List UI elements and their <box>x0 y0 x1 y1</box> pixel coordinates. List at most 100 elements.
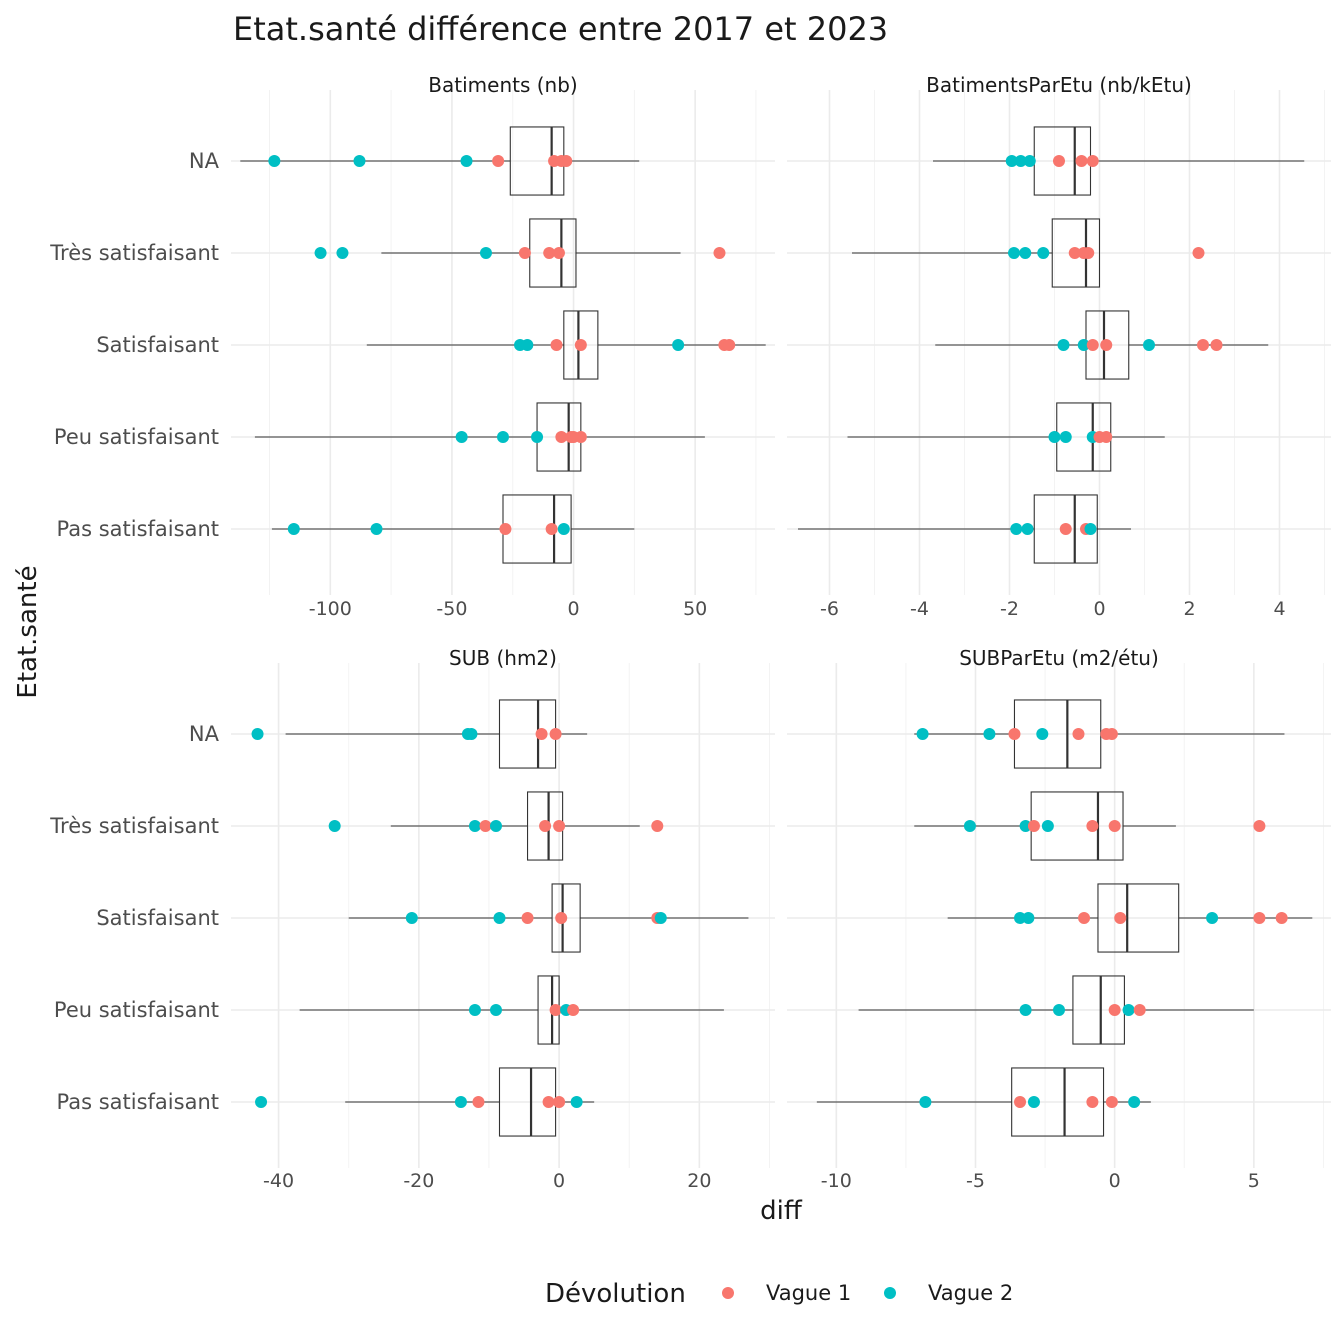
panel-title: SUBParEtu (m2/étu) <box>959 646 1159 670</box>
data-point-vague-2 <box>336 247 349 259</box>
x-tick-label: 2 <box>1183 598 1195 620</box>
data-point-vague-1 <box>549 1004 562 1016</box>
data-point-vague-2 <box>919 1096 932 1108</box>
panel-batiments-nb: -100 -50 0 50 NA Très satisfaisant Satisfaisan… <box>49 73 775 620</box>
data-point-vague-2 <box>460 155 473 167</box>
x-tick-label: -6 <box>820 598 839 620</box>
data-point-vague-2 <box>1206 912 1219 924</box>
data-point-vague-1 <box>545 523 558 535</box>
data-point-vague-1 <box>1072 728 1085 740</box>
data-point-vague-1 <box>713 247 726 259</box>
data-point-vague-1 <box>567 1004 580 1016</box>
data-point-vague-1 <box>1108 1004 1121 1016</box>
data-point-vague-1 <box>1197 339 1209 351</box>
iqr-box <box>1033 494 1098 564</box>
data-point-vague-2 <box>570 1096 583 1108</box>
data-point-vague-1 <box>651 820 664 832</box>
data-point-vague-1 <box>1253 820 1266 832</box>
data-point-vague-1 <box>1086 155 1099 167</box>
data-point-vague-2 <box>1084 523 1097 535</box>
data-point-vague-2 <box>251 728 264 740</box>
iqr-box <box>1011 1067 1105 1137</box>
panel-sub-hm2: -40 -20 0 20 NA Très satisfaisant Satisfaisant… <box>49 646 775 1192</box>
x-axis-label: diff <box>760 1196 803 1226</box>
x-tick-label: 0 <box>1109 1170 1121 1192</box>
data-point-vague-2 <box>405 912 418 924</box>
data-point-vague-2 <box>1014 155 1027 167</box>
data-point-vague-1 <box>518 247 531 259</box>
data-point-vague-2 <box>353 155 366 167</box>
x-tick-label: -10 <box>821 1170 852 1192</box>
data-point-vague-1 <box>1133 1004 1146 1016</box>
data-point-vague-2 <box>983 728 996 740</box>
data-point-vague-2 <box>1053 1004 1065 1016</box>
data-point-vague-1 <box>479 820 492 832</box>
data-point-vague-2 <box>1128 1096 1141 1108</box>
data-point-vague-1 <box>550 339 563 351</box>
data-point-vague-1 <box>1059 523 1072 535</box>
panel-title: BatimentsParEtu (nb/kEtu) <box>926 73 1192 97</box>
x-tick-label: -40 <box>263 1170 294 1192</box>
data-point-vague-1 <box>1053 155 1065 167</box>
boxplot-na <box>240 126 640 196</box>
boxplot-satisfaisant <box>366 310 766 380</box>
data-point-vague-2 <box>1014 912 1027 924</box>
data-point-vague-2 <box>1036 728 1049 740</box>
y-tick-label: Satisfaisant <box>96 906 219 930</box>
data-point-vague-2 <box>672 339 685 351</box>
data-point-vague-1 <box>1108 820 1121 832</box>
x-tick-label: 0 <box>1093 598 1105 620</box>
data-point-vague-1 <box>543 247 556 259</box>
data-point-vague-1 <box>542 1096 555 1108</box>
boxplot-tres-satisfaisant <box>914 791 1266 861</box>
data-point-vague-1 <box>555 431 568 443</box>
data-point-vague-2 <box>557 523 570 535</box>
data-point-vague-1 <box>574 431 587 443</box>
x-tick-label: 0 <box>567 598 579 620</box>
data-point-vague-1 <box>499 523 512 535</box>
y-tick-label: Peu satisfaisant <box>54 425 219 449</box>
data-point-vague-2 <box>497 431 509 443</box>
data-point-vague-1 <box>553 820 566 832</box>
x-tick-label: -2 <box>1000 598 1019 620</box>
boxplot-pas-satisfaisant <box>255 1067 595 1137</box>
data-point-vague-2 <box>287 523 300 535</box>
data-point-vague-1 <box>549 728 562 740</box>
data-point-vague-2 <box>1022 912 1035 924</box>
boxplot-pas-satisfaisant <box>816 1067 1151 1137</box>
data-point-vague-1 <box>535 728 548 740</box>
data-point-vague-2 <box>654 912 667 924</box>
boxplot-peu-satisfaisant <box>847 402 1165 472</box>
data-point-vague-2 <box>1019 820 1032 832</box>
iqr-box <box>1097 883 1180 953</box>
legend-label-vague-1: Vague 1 <box>766 1281 851 1305</box>
data-point-vague-1 <box>472 1096 485 1108</box>
boxplot-satisfaisant <box>348 883 749 953</box>
data-point-vague-1 <box>1078 912 1091 924</box>
x-tick-label: -50 <box>436 598 467 620</box>
data-point-vague-2 <box>963 820 976 832</box>
data-point-vague-2 <box>468 820 481 832</box>
data-point-vague-1 <box>1210 339 1223 351</box>
data-point-vague-2 <box>489 820 502 832</box>
x-tick-label: -100 <box>309 598 352 620</box>
boxplot-satisfaisant <box>947 883 1313 953</box>
data-point-vague-2 <box>468 1004 481 1016</box>
panel-subparetu-m2-etu: -10 -5 0 5 SUBParEtu (m2/étu) <box>787 646 1331 1192</box>
data-point-vague-2 <box>314 247 327 259</box>
y-tick-label: NA <box>189 722 220 746</box>
data-point-vague-1 <box>1275 912 1288 924</box>
data-point-vague-1 <box>1008 728 1021 740</box>
data-point-vague-1 <box>1086 1096 1099 1108</box>
data-point-vague-2 <box>454 1096 467 1108</box>
data-point-vague-2 <box>1041 820 1054 832</box>
y-tick-label: Pas satisfaisant <box>57 1090 219 1114</box>
data-point-vague-2 <box>1005 155 1018 167</box>
y-axis-label: Etat.santé <box>13 565 43 698</box>
data-point-vague-1 <box>574 339 587 351</box>
boxplot-tres-satisfaisant <box>314 218 726 288</box>
boxplot-peu-satisfaisant <box>858 975 1254 1045</box>
legend-label-vague-2: Vague 2 <box>928 1281 1013 1305</box>
x-tick-label: -20 <box>403 1170 434 1192</box>
data-point-vague-1 <box>1075 155 1088 167</box>
